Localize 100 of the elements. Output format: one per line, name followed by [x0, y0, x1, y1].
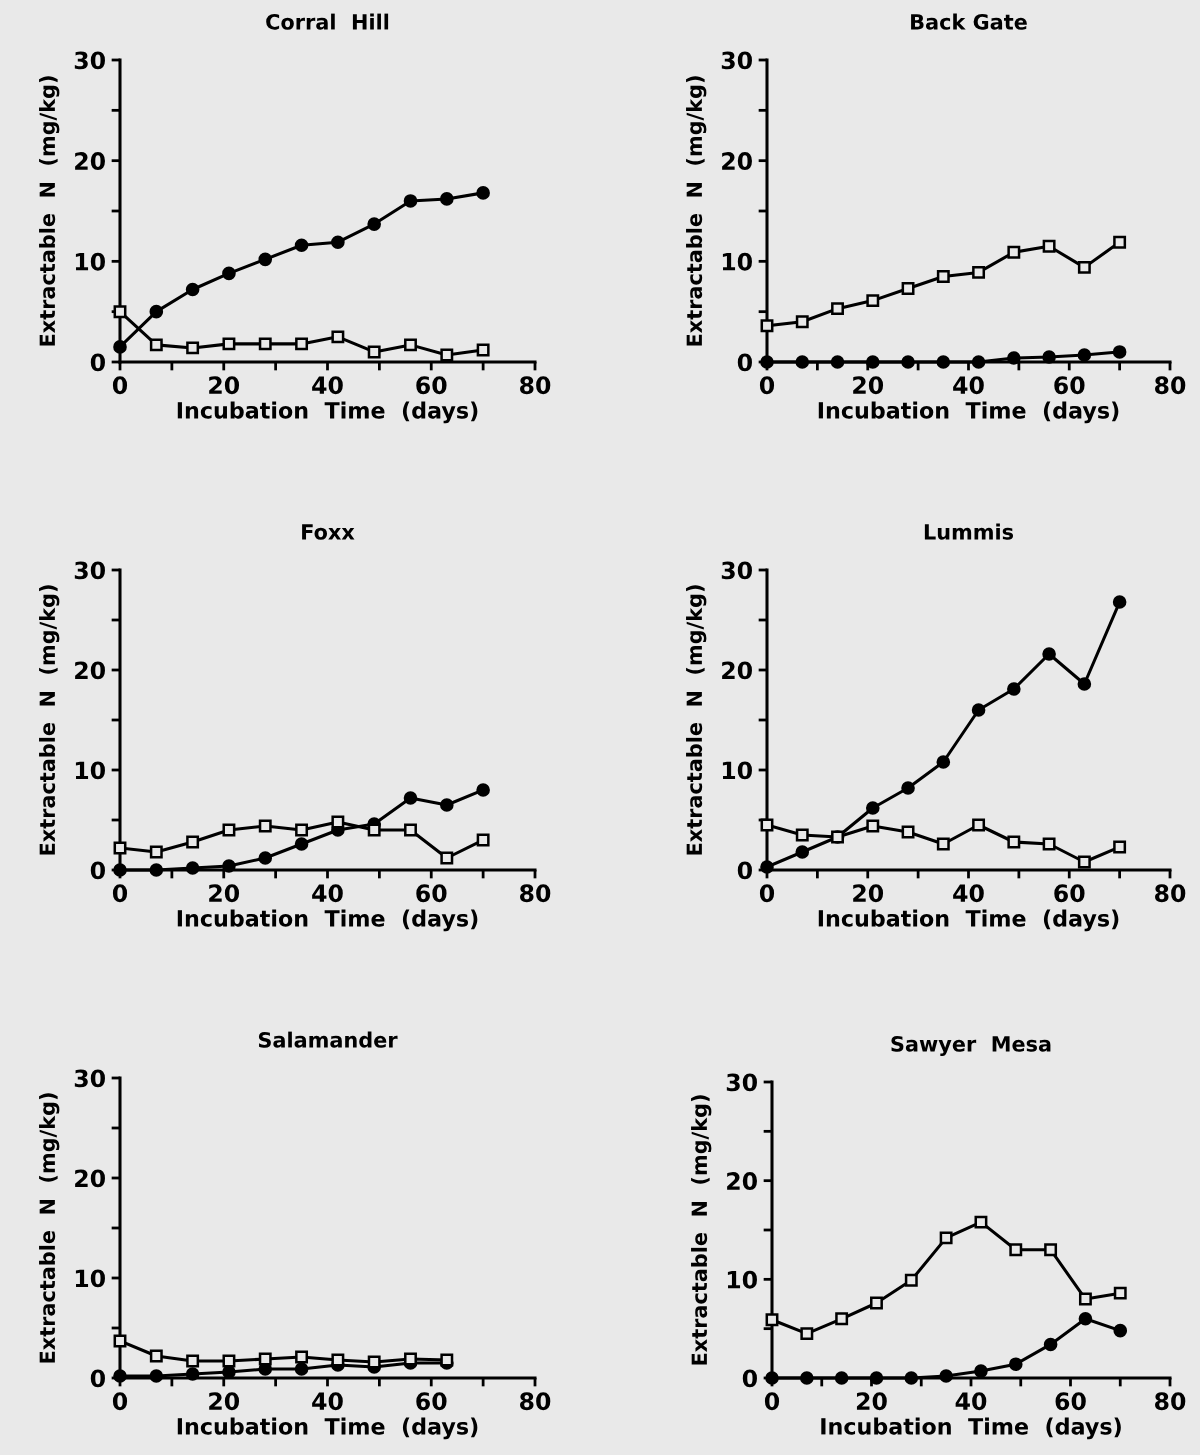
- point: [765, 1313, 779, 1327]
- point: [404, 823, 417, 837]
- point: [367, 217, 381, 231]
- y-tick-label: 0: [90, 861, 105, 880]
- x-tick-label: 60: [1054, 376, 1085, 395]
- point: [834, 1371, 849, 1385]
- x-tick-label: 40: [312, 1392, 343, 1411]
- point: [222, 337, 236, 351]
- x-tick-label: 0: [759, 376, 775, 395]
- x-tick-label: 60: [1054, 884, 1085, 903]
- point: [1077, 855, 1091, 869]
- chart-title: Salamander: [258, 1031, 398, 1048]
- point: [1007, 835, 1021, 849]
- chart-title: Lummis: [924, 523, 1014, 540]
- point: [865, 801, 880, 815]
- y-axis-title: Extractable N (mg/kg): [691, 1095, 712, 1365]
- x-tick-label: 0: [764, 1392, 780, 1411]
- x-axis-title: Incubation Time (days): [818, 909, 1119, 932]
- point: [904, 1371, 919, 1385]
- y-tick-label: 0: [737, 861, 752, 880]
- point: [440, 798, 454, 812]
- point: [936, 269, 950, 283]
- point: [936, 837, 950, 851]
- point: [795, 845, 810, 859]
- point: [1078, 1311, 1093, 1326]
- point: [331, 330, 345, 344]
- point: [404, 1352, 417, 1366]
- point: [185, 1367, 200, 1381]
- point: [1078, 1292, 1092, 1306]
- x-tick-label: 40: [312, 884, 343, 903]
- x-tick-label: 20: [853, 884, 884, 903]
- x-tick-label: 40: [312, 376, 343, 395]
- x-tick-label: 20: [856, 1392, 887, 1411]
- x-axis-title: Incubation Time (days): [177, 1417, 478, 1440]
- point: [258, 337, 272, 351]
- point: [1113, 1323, 1128, 1338]
- y-axis-title: Extractable N (mg/kg): [39, 76, 60, 346]
- x-tick-label: 80: [1155, 884, 1186, 903]
- x-tick-label: 20: [853, 376, 884, 395]
- y-tick-label: 10: [75, 1269, 105, 1288]
- y-tick-label: 20: [727, 1172, 757, 1190]
- x-tick-label: 0: [759, 884, 775, 903]
- point: [939, 1369, 953, 1383]
- point: [1007, 351, 1021, 365]
- point: [258, 851, 273, 865]
- point: [904, 1273, 918, 1287]
- point: [901, 825, 915, 839]
- point: [222, 859, 236, 873]
- y-tick-label: 20: [722, 661, 752, 680]
- point: [1113, 1286, 1127, 1300]
- x-tick-label: 80: [520, 376, 551, 395]
- x-tick-label: 80: [520, 1392, 551, 1411]
- point: [186, 1354, 200, 1368]
- x-tick-label: 20: [209, 1392, 240, 1411]
- y-tick-label: 30: [74, 51, 105, 70]
- y-tick-label: 0: [90, 353, 105, 372]
- point: [222, 823, 236, 837]
- point: [830, 355, 845, 369]
- y-tick-label: 10: [722, 761, 752, 780]
- point: [404, 338, 417, 352]
- point: [1044, 1243, 1058, 1257]
- point: [403, 194, 418, 208]
- point: [1043, 1337, 1058, 1352]
- point: [258, 252, 273, 267]
- point: [936, 755, 951, 769]
- x-tick-label: 40: [955, 1392, 987, 1411]
- point: [295, 337, 309, 351]
- y-tick-label: 20: [75, 661, 105, 680]
- point: [1042, 837, 1056, 851]
- point: [901, 781, 915, 795]
- point: [149, 863, 164, 877]
- point: [294, 238, 309, 253]
- y-tick-label: 30: [721, 561, 752, 580]
- y-tick-label: 10: [75, 252, 105, 271]
- point: [1042, 350, 1056, 364]
- y-tick-label: 20: [75, 1169, 105, 1188]
- point: [1042, 239, 1056, 253]
- point: [149, 304, 164, 319]
- x-tick-label: 0: [112, 884, 128, 903]
- point: [901, 355, 915, 369]
- point: [149, 338, 163, 352]
- point: [476, 783, 490, 797]
- point: [795, 315, 809, 329]
- point: [367, 1355, 381, 1369]
- point: [974, 1215, 988, 1229]
- y-axis-title: Extractable N (mg/kg): [39, 1093, 60, 1363]
- x-axis-title: Incubation Time (days): [818, 401, 1119, 424]
- point: [866, 819, 880, 833]
- point: [403, 791, 418, 805]
- point: [258, 1352, 272, 1366]
- point: [1009, 1243, 1023, 1257]
- point: [149, 845, 163, 859]
- point: [971, 703, 986, 717]
- x-axis-title: Incubation Time (days): [177, 401, 478, 424]
- point: [1113, 840, 1127, 854]
- point: [440, 192, 454, 206]
- point: [185, 282, 200, 297]
- y-tick-label: 10: [722, 252, 752, 271]
- point: [476, 343, 490, 357]
- y-tick-label: 30: [74, 561, 105, 580]
